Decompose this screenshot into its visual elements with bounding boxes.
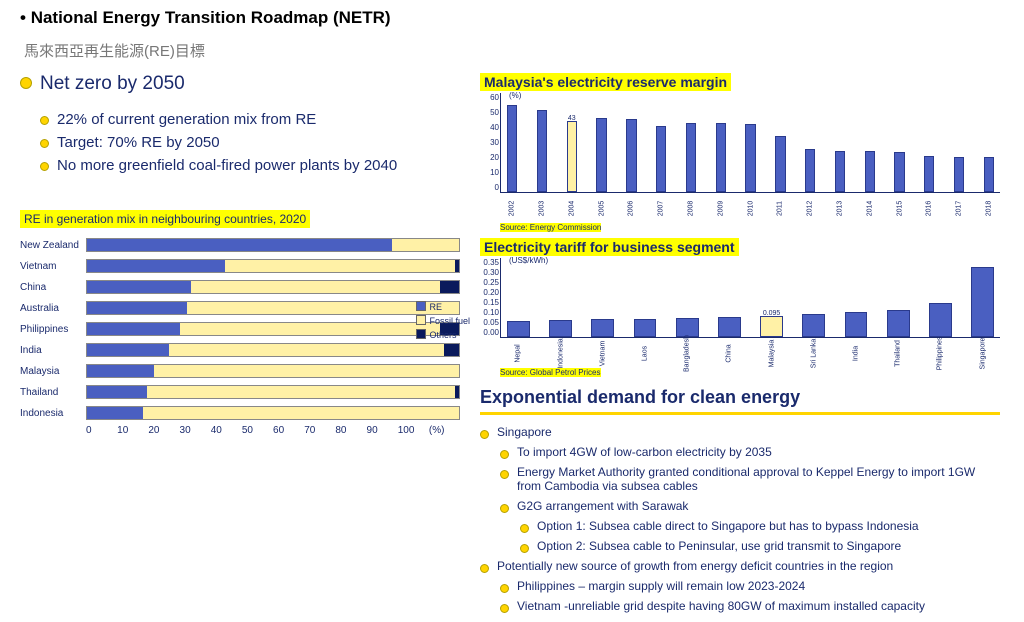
vbar: 2015 bbox=[894, 152, 904, 192]
netzero-item-text: 22% of current generation mix from RE bbox=[57, 111, 316, 128]
remix-row: Malaysia bbox=[20, 362, 460, 380]
demand-item-text: Singapore bbox=[497, 425, 552, 439]
vbar: 2013 bbox=[835, 151, 845, 192]
demand-item-text: Potentially new source of growth from en… bbox=[497, 559, 893, 573]
reserve-title: Malaysia's electricity reserve margin bbox=[480, 73, 731, 91]
remix-country: Indonesia bbox=[20, 408, 86, 419]
vbar: Vietnam bbox=[591, 319, 614, 337]
demand-heading: Exponential demand for clean energy bbox=[480, 387, 1000, 415]
vbar: Bangladesh bbox=[676, 318, 699, 337]
demand-item: Vietnam -unreliable grid despite having … bbox=[500, 599, 1000, 613]
vbar: Sri Lanka bbox=[802, 314, 825, 337]
remix-row: Vietnam bbox=[20, 257, 460, 275]
demand-item: Singapore bbox=[480, 425, 1000, 439]
tariff-title: Electricity tariff for business segment bbox=[480, 238, 739, 256]
netzero-heading-text: Net zero by 2050 bbox=[40, 73, 185, 95]
tariff-unit: (US$/kWh) bbox=[509, 256, 548, 265]
remix-country: Thailand bbox=[20, 387, 86, 398]
remix-row: China bbox=[20, 278, 460, 296]
demand-item: Option 1: Subsea cable direct to Singapo… bbox=[520, 519, 1000, 533]
vbar: Singapore bbox=[971, 267, 994, 337]
vbar: 2016 bbox=[924, 156, 934, 192]
vbar: China bbox=[718, 317, 741, 337]
demand-item-text: Option 2: Subsea cable to Peninsular, us… bbox=[537, 539, 901, 553]
reserve-unit: (%) bbox=[509, 91, 521, 100]
demand-item: G2G arrangement with Sarawak bbox=[500, 499, 1000, 513]
title-text: National Energy Transition Roadmap (NETR… bbox=[31, 8, 391, 27]
demand-item: Option 2: Subsea cable to Peninsular, us… bbox=[520, 539, 1000, 553]
demand-item-text: To import 4GW of low-carbon electricity … bbox=[517, 445, 772, 459]
remix-title: RE in generation mix in neighbouring cou… bbox=[20, 210, 310, 228]
vbar: Laos bbox=[634, 319, 657, 338]
vbar: 2005 bbox=[596, 118, 606, 192]
netzero-item: 22% of current generation mix from RE bbox=[40, 111, 460, 128]
netzero-item-text: No more greenfield coal-fired power plan… bbox=[57, 157, 397, 174]
demand-item: Potentially new source of growth from en… bbox=[480, 559, 1000, 573]
demand-item-text: Energy Market Authority granted conditio… bbox=[517, 465, 1000, 493]
remix-country: China bbox=[20, 282, 86, 293]
remix-chart: New Zealand Vietnam China Australia bbox=[20, 236, 460, 436]
netzero-heading: Net zero by 2050 bbox=[20, 73, 460, 105]
tariff-source: Source: Global Petrol Prices bbox=[500, 368, 1000, 377]
vbar: Indonesia bbox=[549, 320, 572, 337]
demand-item-text: G2G arrangement with Sarawak bbox=[517, 499, 688, 513]
page-title: National Energy Transition Roadmap (NETR… bbox=[20, 8, 1004, 28]
demand-item-text: Philippines – margin supply will remain … bbox=[517, 579, 805, 593]
vbar: Thailand bbox=[887, 310, 910, 337]
vbar: 2009 bbox=[716, 123, 726, 192]
subtitle: 馬來西亞再生能源(RE)目標 bbox=[24, 40, 1004, 61]
reserve-source: Source: Energy Commission bbox=[500, 223, 1000, 232]
vbar: 2018 bbox=[984, 157, 994, 192]
vbar: 2012 bbox=[805, 149, 815, 192]
tariff-chart: 0.350.300.250.200.150.100.050.00 (US$/kW… bbox=[500, 258, 1000, 338]
demand-item: Philippines – margin supply will remain … bbox=[500, 579, 1000, 593]
vbar: 2007 bbox=[656, 126, 666, 192]
netzero-item: Target: 70% RE by 2050 bbox=[40, 134, 460, 151]
remix-row: India bbox=[20, 341, 460, 359]
remix-row: Indonesia bbox=[20, 404, 460, 422]
vbar: 2003 bbox=[537, 110, 547, 193]
remix-row: Thailand bbox=[20, 383, 460, 401]
remix-country: New Zealand bbox=[20, 240, 86, 251]
netzero-item-text: Target: 70% RE by 2050 bbox=[57, 134, 220, 151]
remix-legend: REFossil fuelOthers bbox=[416, 301, 470, 343]
remix-country: India bbox=[20, 345, 86, 356]
vbar: 2002 bbox=[507, 105, 517, 192]
vbar: 2017 bbox=[954, 157, 964, 192]
netzero-item: No more greenfield coal-fired power plan… bbox=[40, 157, 460, 174]
reserve-chart: 6050403020100 (%) 2002 2003 43 2004 2005… bbox=[500, 93, 1000, 193]
demand-item: To import 4GW of low-carbon electricity … bbox=[500, 445, 1000, 459]
remix-row: New Zealand bbox=[20, 236, 460, 254]
remix-country: Australia bbox=[20, 303, 86, 314]
remix-row: Philippines bbox=[20, 320, 460, 338]
vbar: India bbox=[845, 312, 868, 337]
remix-country: Vietnam bbox=[20, 261, 86, 272]
vbar: 2010 bbox=[745, 124, 755, 192]
vbar: 2014 bbox=[865, 151, 875, 192]
vbar: 2008 bbox=[686, 123, 696, 192]
remix-country: Malaysia bbox=[20, 366, 86, 377]
remix-country: Philippines bbox=[20, 324, 86, 335]
demand-item: Energy Market Authority granted conditio… bbox=[500, 465, 1000, 493]
vbar: 2011 bbox=[775, 136, 785, 192]
vbar: 43 2004 bbox=[567, 121, 577, 192]
vbar: 0.095 Malaysia bbox=[760, 316, 783, 337]
remix-row: Australia bbox=[20, 299, 460, 317]
vbar: Nepal bbox=[507, 321, 530, 337]
demand-item-text: Vietnam -unreliable grid despite having … bbox=[517, 599, 925, 613]
vbar: Philippines bbox=[929, 303, 952, 337]
demand-item-text: Option 1: Subsea cable direct to Singapo… bbox=[537, 519, 919, 533]
vbar: 2006 bbox=[626, 119, 636, 192]
